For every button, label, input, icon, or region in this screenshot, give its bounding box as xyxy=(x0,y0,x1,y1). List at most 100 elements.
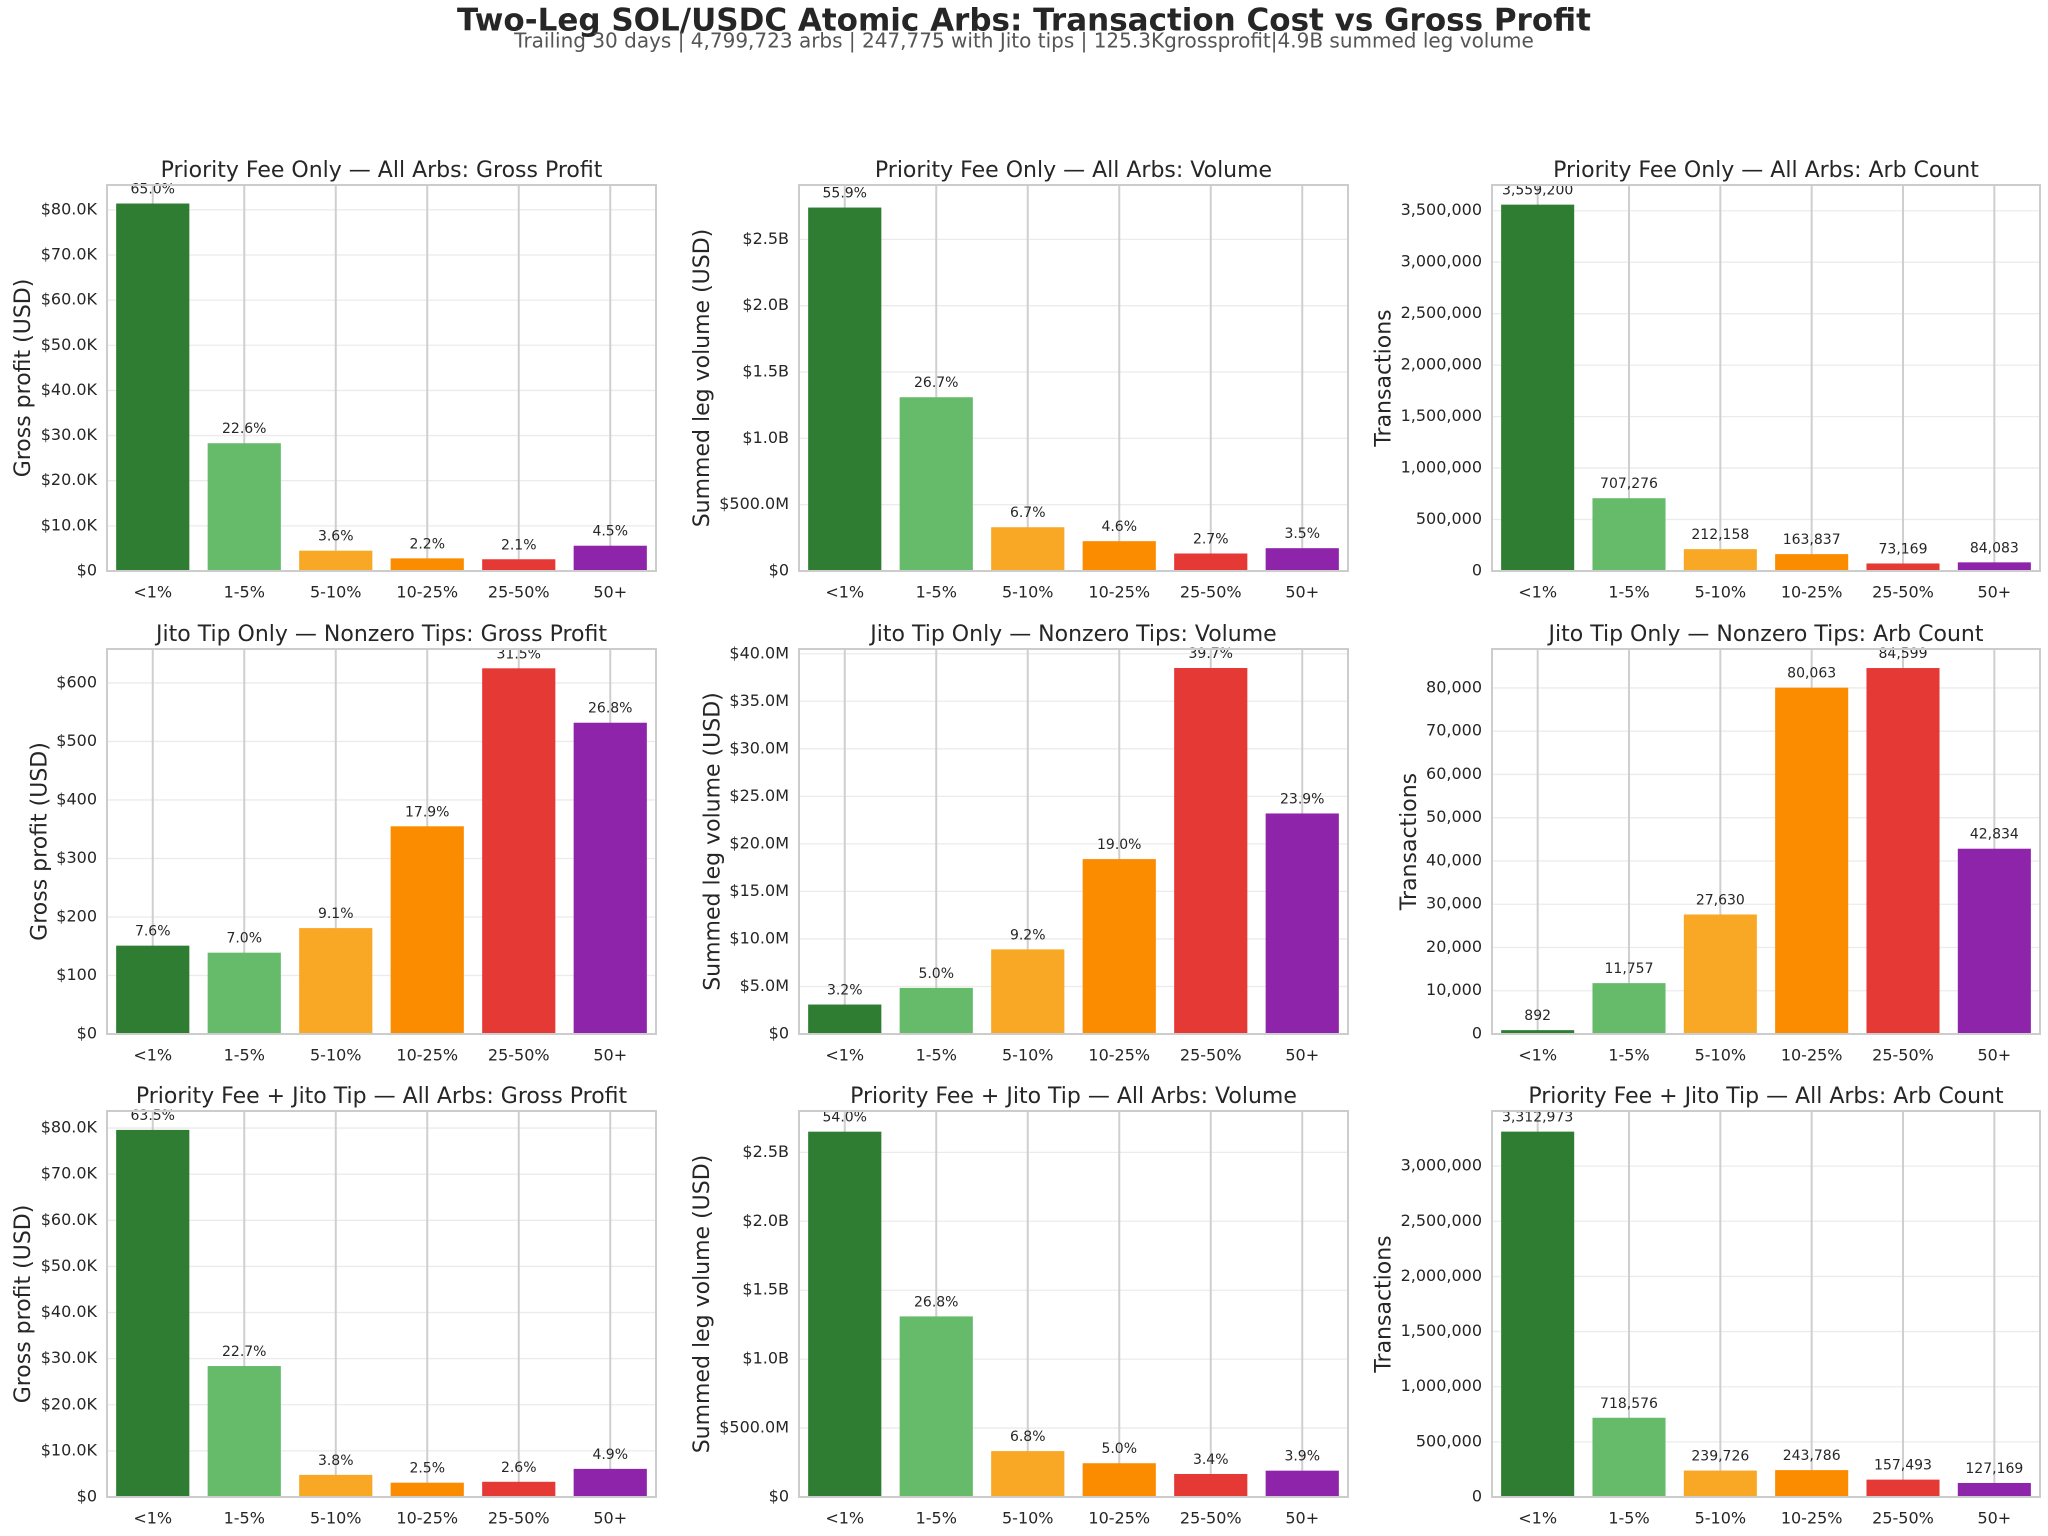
bar xyxy=(991,1451,1065,1497)
x-tick-label: 5-10% xyxy=(1002,583,1054,602)
y-tick-label: 2,500,000 xyxy=(1401,303,1482,322)
bar xyxy=(1265,1470,1339,1497)
bar-label: 19.0% xyxy=(1097,837,1141,853)
panel-title: Priority Fee Only — All Arbs: Arb Count xyxy=(1553,158,1979,183)
bar xyxy=(207,1366,281,1497)
panel: 0 500,000 1,000,000 1,500,000 2,000,000 2,500… xyxy=(1372,1084,2041,1528)
bar-label: 84,083 xyxy=(1970,540,2019,556)
bar xyxy=(808,207,882,571)
bar-label: 4.6% xyxy=(1101,519,1137,535)
x-tick-label: 10-25% xyxy=(396,1046,458,1065)
x-tick-label: 25-50% xyxy=(1872,583,1934,602)
panel-title: Priority Fee + Jito Tip — All Arbs: Gros… xyxy=(136,1084,628,1109)
y-tick-label: $2.5B xyxy=(742,229,789,248)
x-tick-label: <1% xyxy=(1518,1046,1557,1065)
bar xyxy=(1592,1417,1666,1497)
y-tick-label: $0 xyxy=(77,561,97,580)
bar xyxy=(1082,1463,1156,1497)
bar-label: 54.0% xyxy=(823,1110,867,1126)
figure-title: Two-Leg SOL/USDC Atomic Arbs: Transactio… xyxy=(457,3,1591,39)
y-axis-label: Gross profit (USD) xyxy=(11,1205,36,1404)
x-tick-label: 1-5% xyxy=(224,583,265,602)
x-tick-label: 1-5% xyxy=(224,1509,265,1528)
bar-label: 22.6% xyxy=(222,421,266,437)
x-tick-label: 1-5% xyxy=(1608,1046,1649,1065)
y-axis-label: Summed leg volume (USD) xyxy=(700,692,725,991)
x-tick-label: 5-10% xyxy=(1695,583,1747,602)
panel: 0 500,000 1,000,000 1,500,000 2,000,000 2,500… xyxy=(1372,158,2041,602)
bar-label: 39.7% xyxy=(1189,646,1233,662)
bar xyxy=(1957,562,2031,571)
bar-label: 31.5% xyxy=(497,646,541,662)
y-tick-label: 3,000,000 xyxy=(1401,252,1482,271)
bar-label: 5.0% xyxy=(1101,1441,1137,1457)
panel: $0 $500.0M $1.0B $1.5B $2.0B $2.5B <1% 55.9% 1-5… xyxy=(690,158,1349,602)
y-tick-label: $1.5B xyxy=(742,1280,789,1299)
panel-title: Priority Fee + Jito Tip — All Arbs: Arb … xyxy=(1528,1084,2004,1109)
bar xyxy=(991,949,1065,1034)
bar-label: 243,786 xyxy=(1783,1448,1841,1464)
x-tick-label: 10-25% xyxy=(1781,583,1843,602)
y-tick-label: 500,000 xyxy=(1416,1431,1482,1450)
bar xyxy=(1683,1470,1757,1497)
bar-label: 163,837 xyxy=(1783,532,1841,548)
y-tick-label: $1.0B xyxy=(742,1349,789,1368)
x-tick-label: 10-25% xyxy=(1781,1046,1843,1065)
y-axis-label: Summed leg volume (USD) xyxy=(690,229,715,528)
x-tick-label: 25-50% xyxy=(488,1509,550,1528)
bar-label: 3.5% xyxy=(1284,526,1320,542)
bar xyxy=(899,987,973,1034)
bar xyxy=(1174,1473,1248,1497)
x-tick-label: 50+ xyxy=(593,1509,627,1528)
bar xyxy=(390,1482,464,1497)
bar-label: 7.6% xyxy=(135,924,171,940)
bar xyxy=(482,559,556,571)
plot-frame xyxy=(798,648,1349,1035)
y-tick-label: 60,000 xyxy=(1426,764,1482,783)
y-tick-label: $2.0B xyxy=(742,1211,789,1230)
x-tick-label: <1% xyxy=(825,583,864,602)
y-tick-label: $500.0M xyxy=(719,1418,789,1437)
y-tick-label: $30.0M xyxy=(729,738,789,757)
bar xyxy=(116,1129,190,1497)
x-tick-label: 5-10% xyxy=(310,1046,362,1065)
y-tick-label: $0 xyxy=(77,1024,97,1043)
plot-frame xyxy=(106,184,657,572)
x-tick-label: 10-25% xyxy=(396,1509,458,1528)
plot-frame xyxy=(1491,184,2041,572)
bar xyxy=(1174,553,1248,571)
y-tick-label: 1,000,000 xyxy=(1401,1376,1482,1395)
bar xyxy=(1592,498,1666,571)
y-tick-label: $25.0M xyxy=(729,786,789,805)
y-tick-label: 2,000,000 xyxy=(1401,1266,1482,1285)
y-tick-label: $20.0K xyxy=(41,470,98,489)
x-tick-label: 25-50% xyxy=(1872,1046,1934,1065)
bar xyxy=(808,1131,882,1497)
bar xyxy=(299,550,373,571)
x-tick-label: <1% xyxy=(133,583,172,602)
bar xyxy=(808,1004,882,1034)
bar xyxy=(573,545,647,571)
x-tick-label: 25-50% xyxy=(1180,1046,1242,1065)
bar xyxy=(1501,204,1575,571)
x-tick-label: 1-5% xyxy=(1608,1509,1649,1528)
bar xyxy=(1866,1479,1940,1497)
x-tick-label: 50+ xyxy=(1285,1509,1319,1528)
y-tick-label: 0 xyxy=(1472,1487,1482,1506)
y-tick-label: $30.0K xyxy=(41,1348,98,1367)
bar xyxy=(1082,859,1156,1034)
panel-title: Jito Tip Only — Nonzero Tips: Arb Count xyxy=(1547,622,1984,647)
x-tick-label: 5-10% xyxy=(310,583,362,602)
plot-frame xyxy=(106,1110,657,1498)
bar-label: 3.2% xyxy=(827,983,863,999)
bar-label: 5.0% xyxy=(918,966,954,982)
bar xyxy=(1174,668,1248,1034)
x-tick-label: 50+ xyxy=(1285,1046,1319,1065)
y-tick-label: 2,000,000 xyxy=(1401,355,1482,374)
bar xyxy=(573,1468,647,1497)
panel-title: Priority Fee Only — All Arbs: Volume xyxy=(875,158,1272,183)
panel-title: Jito Tip Only — Nonzero Tips: Volume xyxy=(868,622,1276,647)
bar-label: 127,169 xyxy=(1965,1461,2023,1477)
